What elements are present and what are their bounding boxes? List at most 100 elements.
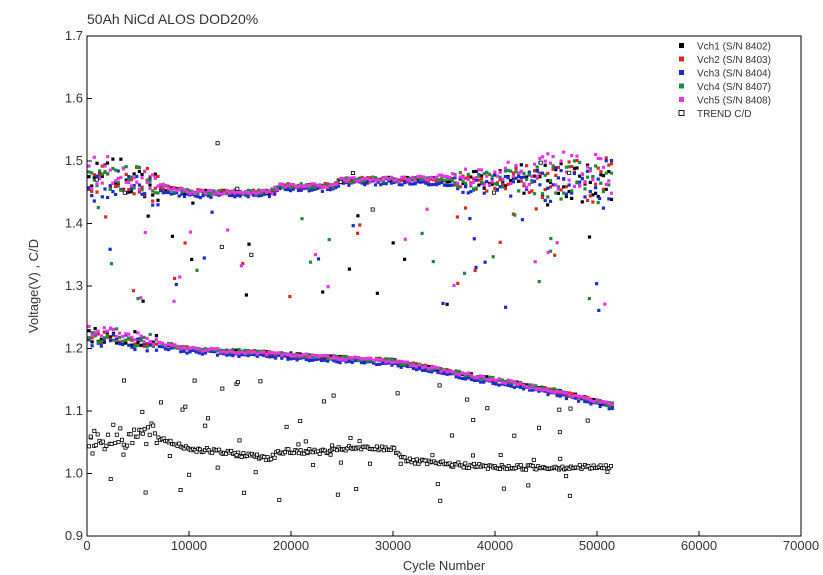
data-point bbox=[430, 453, 435, 458]
data-point bbox=[482, 186, 486, 190]
data-point bbox=[96, 340, 100, 344]
data-point bbox=[469, 184, 473, 188]
data-point bbox=[491, 381, 495, 385]
data-point bbox=[338, 357, 342, 361]
data-point bbox=[551, 167, 555, 171]
data-point bbox=[114, 192, 118, 197]
data-point bbox=[403, 237, 407, 241]
data-point bbox=[411, 175, 415, 179]
data-point bbox=[570, 154, 574, 158]
data-point bbox=[384, 357, 388, 361]
data-point bbox=[352, 176, 356, 180]
data-point bbox=[474, 186, 478, 190]
y-tick-label: 1.3 bbox=[65, 278, 83, 293]
data-point bbox=[491, 255, 495, 259]
data-point bbox=[291, 185, 295, 189]
data-point bbox=[356, 231, 360, 235]
data-point bbox=[214, 193, 218, 197]
data-point bbox=[341, 357, 345, 361]
data-point bbox=[549, 387, 553, 391]
data-point bbox=[449, 463, 454, 468]
legend-marker bbox=[679, 97, 684, 102]
data-point bbox=[570, 392, 575, 396]
data-point bbox=[601, 403, 605, 407]
data-point bbox=[603, 463, 608, 468]
data-point bbox=[330, 443, 335, 448]
data-point bbox=[528, 386, 532, 390]
data-point bbox=[344, 360, 348, 364]
data-point bbox=[538, 183, 542, 187]
data-point bbox=[546, 171, 550, 175]
data-point bbox=[103, 170, 107, 174]
data-point bbox=[305, 450, 310, 455]
data-point bbox=[116, 176, 120, 180]
data-point bbox=[315, 183, 319, 187]
data-point bbox=[151, 173, 155, 177]
data-point bbox=[360, 177, 364, 181]
data-point bbox=[212, 192, 216, 196]
data-point bbox=[432, 177, 436, 181]
data-point bbox=[156, 191, 160, 195]
data-point bbox=[429, 183, 433, 187]
data-point bbox=[527, 190, 531, 194]
data-point bbox=[586, 163, 590, 167]
data-point bbox=[594, 152, 598, 157]
data-point bbox=[202, 256, 206, 260]
data-point bbox=[468, 217, 472, 221]
data-point bbox=[130, 440, 135, 445]
data-point bbox=[320, 189, 324, 193]
data-point bbox=[356, 358, 360, 363]
data-point bbox=[106, 195, 110, 200]
x-tick-label: 50000 bbox=[579, 538, 615, 553]
data-point bbox=[570, 191, 574, 195]
data-point bbox=[304, 352, 308, 356]
data-point bbox=[575, 180, 579, 184]
data-point bbox=[572, 171, 576, 176]
data-point bbox=[562, 150, 566, 154]
data-point bbox=[111, 327, 116, 331]
data-point bbox=[163, 347, 168, 351]
data-point bbox=[251, 193, 256, 197]
data-point bbox=[289, 352, 293, 356]
data-point bbox=[487, 183, 492, 187]
data-point bbox=[436, 366, 440, 370]
data-point bbox=[509, 169, 513, 173]
data-point bbox=[145, 349, 149, 353]
data-point bbox=[517, 175, 521, 179]
data-point bbox=[338, 361, 342, 365]
data-point bbox=[129, 184, 134, 188]
data-point bbox=[456, 181, 460, 185]
data-point bbox=[121, 342, 125, 346]
data-point bbox=[559, 197, 563, 201]
data-point bbox=[246, 349, 250, 353]
data-point bbox=[217, 189, 221, 193]
data-point bbox=[457, 373, 461, 377]
data-point bbox=[102, 330, 106, 334]
data-point bbox=[119, 175, 123, 179]
data-point bbox=[122, 190, 127, 195]
data-point bbox=[387, 177, 391, 181]
data-point bbox=[567, 165, 571, 169]
data-point bbox=[168, 438, 173, 443]
data-point bbox=[230, 189, 234, 193]
data-point bbox=[116, 180, 120, 184]
data-point bbox=[461, 465, 466, 470]
data-point bbox=[430, 366, 434, 370]
series-6 bbox=[87, 141, 614, 503]
data-point bbox=[402, 363, 406, 367]
data-point bbox=[426, 176, 431, 180]
data-point bbox=[185, 346, 189, 350]
data-point bbox=[402, 455, 407, 460]
data-point bbox=[204, 192, 208, 196]
data-point bbox=[331, 186, 335, 190]
data-point bbox=[586, 175, 590, 179]
data-point bbox=[454, 375, 458, 379]
data-point bbox=[482, 375, 486, 379]
data-point bbox=[490, 182, 494, 186]
data-point bbox=[273, 185, 277, 189]
data-point bbox=[132, 186, 136, 190]
data-point bbox=[483, 260, 487, 264]
data-point bbox=[585, 418, 590, 423]
data-point bbox=[270, 187, 274, 191]
data-point bbox=[391, 241, 395, 245]
